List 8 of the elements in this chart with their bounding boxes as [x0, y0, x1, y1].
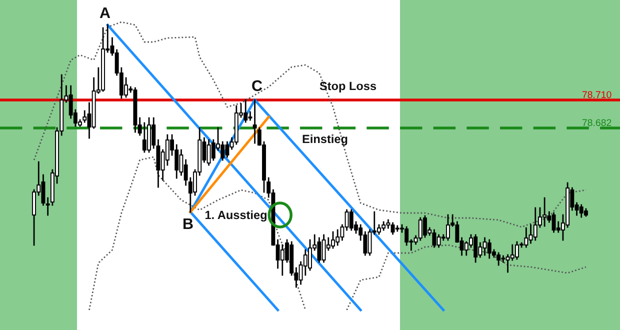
- annotation: B: [184, 218, 193, 229]
- annotation: C: [252, 80, 262, 92]
- annotation: A: [100, 7, 110, 18]
- y-tick-label: 78.710: [582, 91, 612, 98]
- y-tick-label: 78.682: [582, 119, 612, 126]
- annotation: Einstieg: [302, 134, 348, 146]
- annotation: Stop Loss: [320, 82, 376, 92]
- annotation: 1. Ausstieg: [205, 210, 266, 222]
